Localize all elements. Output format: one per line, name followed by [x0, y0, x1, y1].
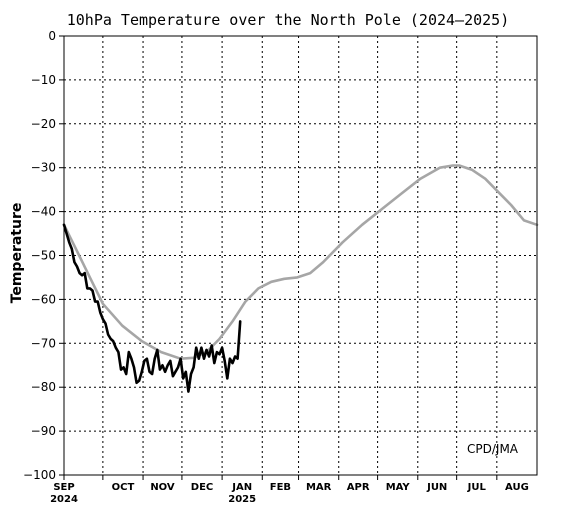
- x-month-label: OCT: [112, 482, 135, 493]
- y-tick-label: −40: [31, 205, 56, 219]
- x-month-label: JUL: [467, 482, 487, 493]
- series-lines: [62, 164, 539, 393]
- y-tick-label: −70: [31, 336, 56, 350]
- x-month-label: SEP: [53, 482, 74, 493]
- x-month-label: DEC: [191, 482, 213, 493]
- y-axis-label: Temperature: [9, 203, 25, 304]
- y-tick-label: −30: [31, 161, 56, 175]
- y-tick-label: 0: [48, 29, 56, 43]
- credit-label: CPD/JMA: [467, 442, 519, 456]
- chart-title: 10hPa Temperature over the North Pole (2…: [67, 11, 510, 29]
- y-tick-label: −50: [31, 249, 56, 263]
- x-year-label: 2025: [228, 494, 256, 505]
- y-tick-label: −90: [31, 424, 56, 438]
- climatology-series-line: [62, 164, 539, 361]
- x-month-label: JAN: [231, 482, 252, 493]
- x-month-label: MAR: [306, 482, 332, 493]
- observed-series-line: [62, 223, 242, 393]
- x-year-label: 2024: [50, 494, 78, 505]
- x-month-label: MAY: [386, 482, 411, 493]
- plot-frame: [63, 35, 538, 476]
- y-tick-label: −80: [31, 380, 56, 394]
- x-month-label: JUN: [426, 482, 447, 493]
- y-tick-label: −100: [23, 468, 56, 482]
- x-month-label: APR: [347, 482, 370, 493]
- x-month-label: NOV: [150, 482, 175, 493]
- x-month-label: AUG: [505, 482, 529, 493]
- y-tick-label: −20: [31, 117, 56, 131]
- grid: [64, 36, 537, 475]
- x-month-label: FEB: [270, 482, 291, 493]
- y-tick-label: −60: [31, 292, 56, 306]
- y-tick-label: −10: [31, 73, 56, 87]
